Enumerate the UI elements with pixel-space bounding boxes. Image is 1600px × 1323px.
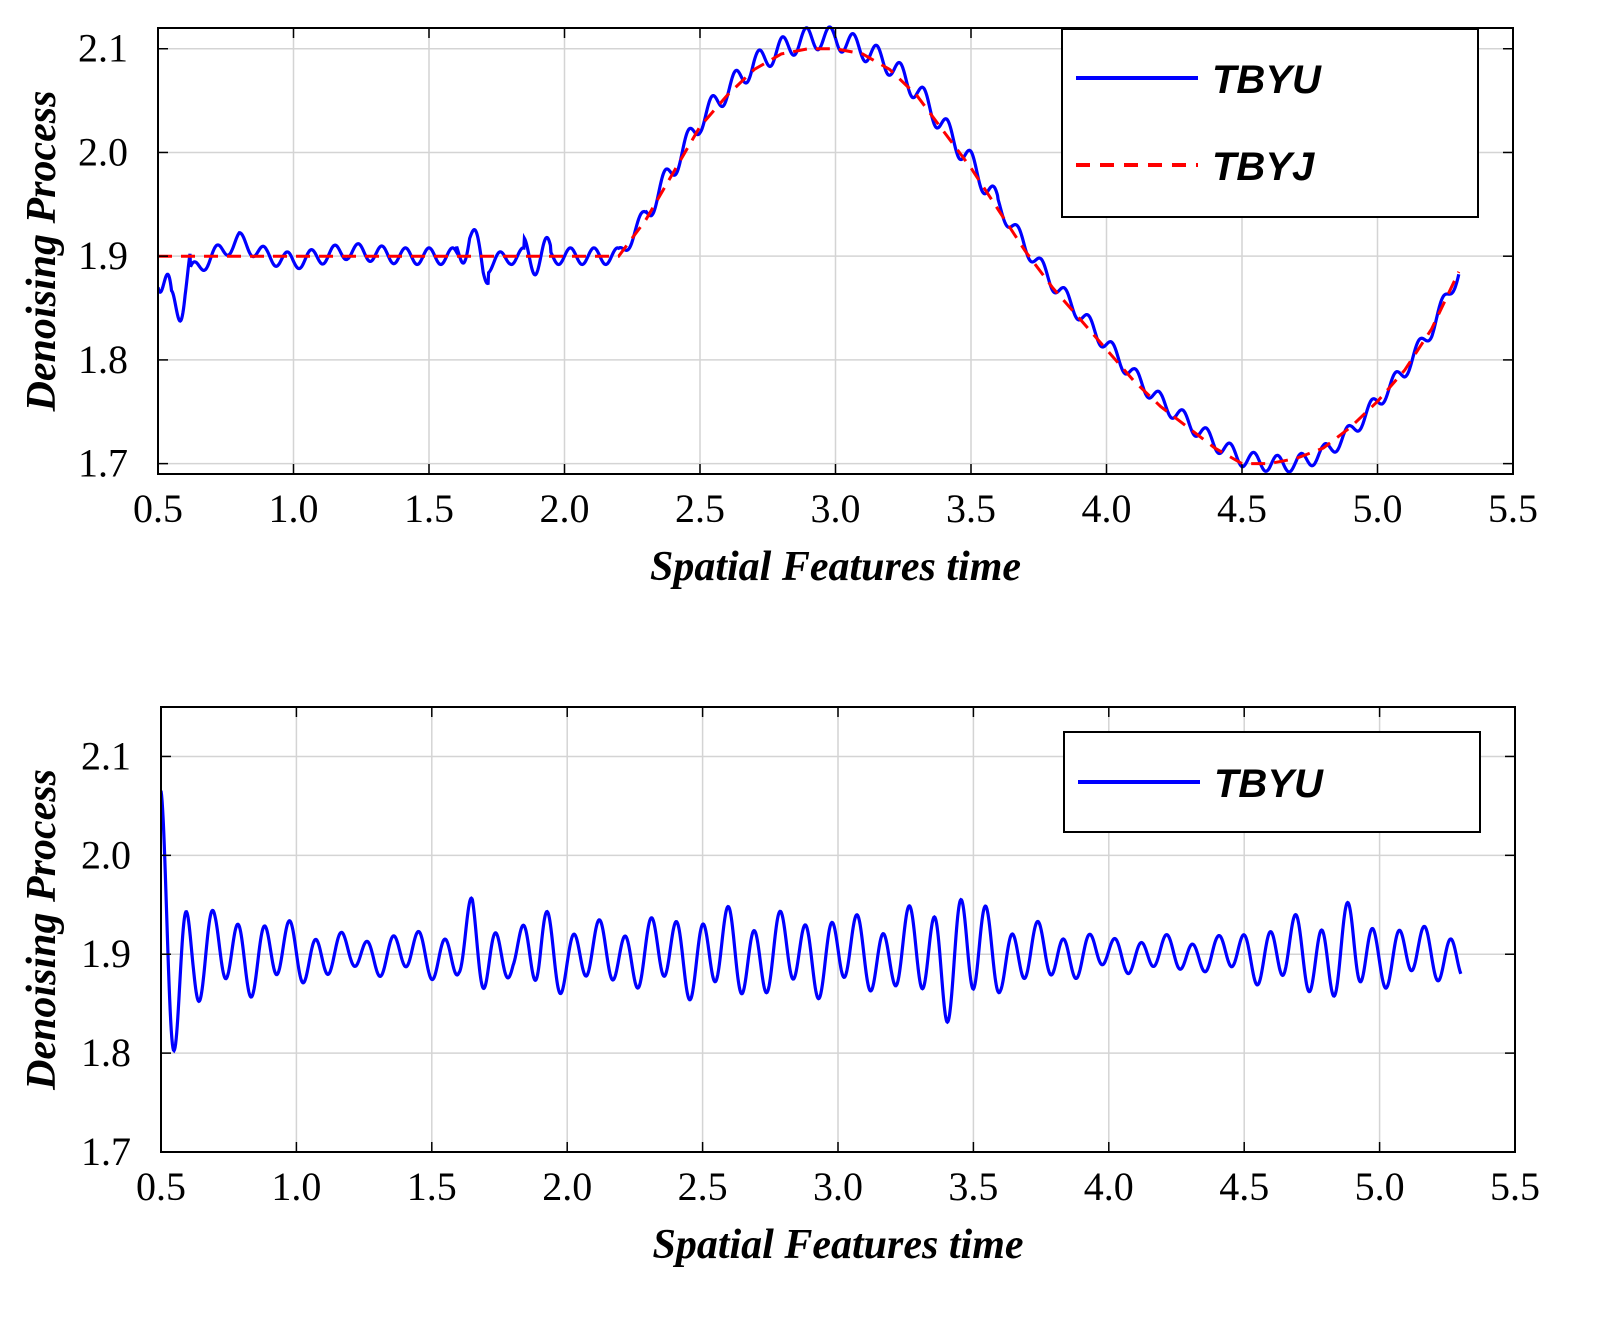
y-ticks-top: 1.7 1.8 1.9 2.0 2.1 — [78, 26, 1513, 486]
x-ticks-top: 0.5 1.0 1.5 2.0 2.5 3.0 3.5 4.0 4.5 5.0 5.5 — [133, 28, 1538, 531]
x-tick-label: 1.0 — [269, 486, 319, 531]
series-line-tbyj — [158, 47, 1461, 466]
x-tick-label: 4.0 — [1082, 486, 1132, 531]
x-tick-label: 2.5 — [678, 1164, 728, 1209]
y-axis-label-bottom: Denoising Process — [19, 769, 65, 1091]
x-tick-label: 3.0 — [813, 1164, 863, 1209]
legend-label-tbyu-top: TBYU — [1212, 58, 1322, 102]
x-tick-label: 4.0 — [1084, 1164, 1134, 1209]
y-tick-label: 2.0 — [78, 129, 128, 174]
y-tick-label: 1.7 — [78, 441, 128, 486]
legend-label-tbyj-top: TBYJ — [1212, 145, 1315, 189]
y-tick-label: 1.8 — [78, 337, 128, 382]
legend-bottom: TBYU — [1063, 731, 1481, 833]
y-tick-label: 1.8 — [81, 1030, 131, 1075]
legend-label-tbyu-bottom: TBYU — [1214, 762, 1324, 806]
x-tick-label: 2.0 — [540, 486, 590, 531]
x-ticks-bottom: 0.5 1.0 1.5 2.0 2.5 3.0 3.5 4.0 4.5 5.0 5.5 — [136, 707, 1540, 1209]
x-tick-label: 3.0 — [811, 486, 861, 531]
x-tick-label: 3.5 — [946, 486, 996, 531]
y-tick-label: 2.1 — [81, 733, 131, 778]
y-tick-label: 1.7 — [81, 1129, 131, 1174]
chart-bottom: 0.5 1.0 1.5 2.0 2.5 3.0 3.5 4.0 4.5 5.0 5.5 1.7 1.8… — [19, 706, 1540, 1268]
x-tick-label: 5.5 — [1488, 486, 1538, 531]
x-tick-label: 1.5 — [407, 1164, 457, 1209]
x-axis-label-bottom: Spatial Features time — [652, 1222, 1023, 1268]
x-tick-label: 0.5 — [133, 486, 183, 531]
legend-top: TBYU TBYJ — [1061, 28, 1479, 218]
y-tick-label: 1.9 — [78, 233, 128, 278]
x-tick-label: 1.5 — [404, 486, 454, 531]
x-tick-label: 1.0 — [271, 1164, 321, 1209]
chart-top: 0.5 1.0 1.5 2.0 2.5 3.0 3.5 4.0 4.5 5.0 5.5 1.7 1.8… — [19, 25, 1538, 590]
y-axis-label-top: Denoising Process — [19, 91, 65, 413]
x-tick-label: 0.5 — [136, 1164, 186, 1209]
y-tick-label: 2.0 — [81, 832, 131, 877]
y-ticks-bottom: 1.7 1.8 1.9 2.0 2.1 — [81, 733, 1515, 1174]
series-bottom — [161, 790, 1463, 1054]
y-tick-label: 1.9 — [81, 931, 131, 976]
x-tick-label: 3.5 — [948, 1164, 998, 1209]
x-tick-label: 5.0 — [1353, 486, 1403, 531]
y-tick-label: 2.1 — [78, 26, 128, 71]
x-tick-label: 4.5 — [1217, 486, 1267, 531]
x-tick-label: 4.5 — [1219, 1164, 1269, 1209]
x-tick-label: 5.5 — [1490, 1164, 1540, 1209]
x-tick-label: 2.0 — [542, 1164, 592, 1209]
legend-box-top — [1061, 28, 1479, 218]
x-axis-label-top: Spatial Features time — [650, 544, 1021, 590]
series-line-tbyu — [161, 790, 1463, 1054]
x-tick-label: 2.5 — [675, 486, 725, 531]
x-tick-label: 5.0 — [1355, 1164, 1405, 1209]
